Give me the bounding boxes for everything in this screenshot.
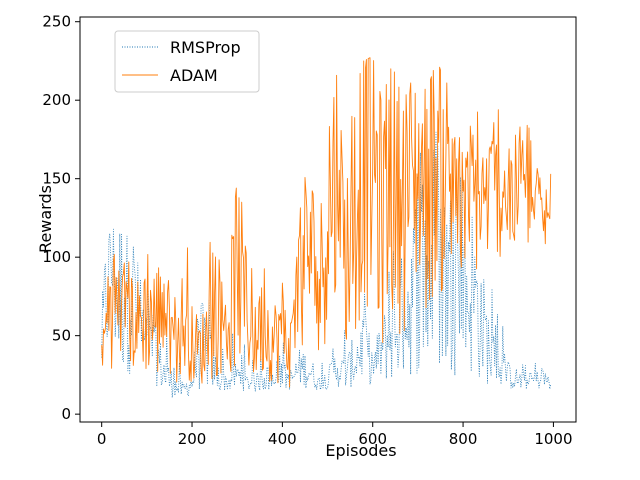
x-tick-label: 200 xyxy=(178,430,207,448)
series-line-adam xyxy=(101,57,552,388)
y-tick-label: 100 xyxy=(42,248,71,266)
y-axis-label: Rewards xyxy=(36,185,55,253)
legend-box xyxy=(114,30,260,93)
y-tick-label: 50 xyxy=(52,327,71,345)
legend-label-rmsprop: RMSProp xyxy=(170,38,241,57)
x-tick-label: 400 xyxy=(268,430,297,448)
y-axis: 0 50 100 150 200 250 xyxy=(42,13,80,423)
y-tick-label: 200 xyxy=(42,91,71,109)
axes-frame xyxy=(79,16,577,423)
y-tick-label: 0 xyxy=(61,405,71,423)
y-tick-label: 250 xyxy=(42,13,71,31)
legend: RMSProp ADAM xyxy=(114,30,260,93)
legend-label-adam: ADAM xyxy=(170,66,218,85)
x-tick-label: 0 xyxy=(97,430,107,448)
plot-area xyxy=(101,57,552,399)
x-axis: 0 200 400 600 800 1000 xyxy=(97,422,573,448)
x-tick-label: 600 xyxy=(358,430,387,448)
x-tick-label: 1000 xyxy=(534,430,572,448)
y-tick-label: 150 xyxy=(42,170,71,188)
x-tick-label: 800 xyxy=(449,430,478,448)
x-axis-label: Episodes xyxy=(325,441,396,460)
